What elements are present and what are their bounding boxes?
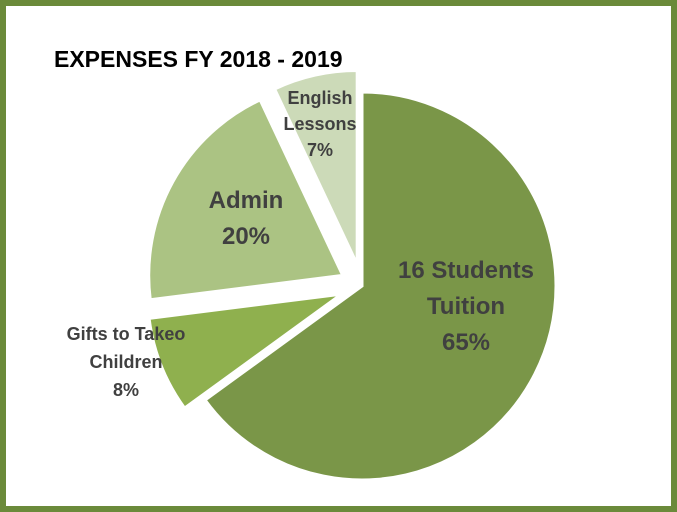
slice-percent: 7% bbox=[307, 140, 333, 160]
pie-slice-3 bbox=[272, 69, 359, 266]
slice-name-line: Children bbox=[89, 352, 162, 372]
slice-name-line: Admin bbox=[209, 187, 284, 214]
pie-slice-2 bbox=[147, 97, 345, 302]
slice-name-line: Tuition bbox=[427, 293, 505, 320]
slice-percent: 65% bbox=[442, 329, 490, 356]
slice-percent: 20% bbox=[222, 223, 270, 250]
slice-name-line: Lessons bbox=[283, 114, 356, 134]
slice-label-1: Gifts to Takeo Children 8% bbox=[67, 324, 186, 400]
slice-name-line: Gifts to Takeo bbox=[67, 324, 186, 344]
slice-label-2: Admin 20% bbox=[209, 187, 284, 250]
slice-percent: 8% bbox=[113, 380, 139, 400]
pie-slice-1 bbox=[147, 292, 343, 411]
pie-slice-0 bbox=[202, 90, 558, 482]
slice-label-0: 16 Students Tuition 65% bbox=[398, 257, 534, 356]
slice-name-line: English bbox=[287, 88, 352, 108]
slice-name-line: 16 Students bbox=[398, 257, 534, 284]
chart-title: EXPENSES FY 2018 - 2019 bbox=[54, 46, 343, 72]
slice-label-3: English Lessons 7% bbox=[283, 88, 356, 160]
